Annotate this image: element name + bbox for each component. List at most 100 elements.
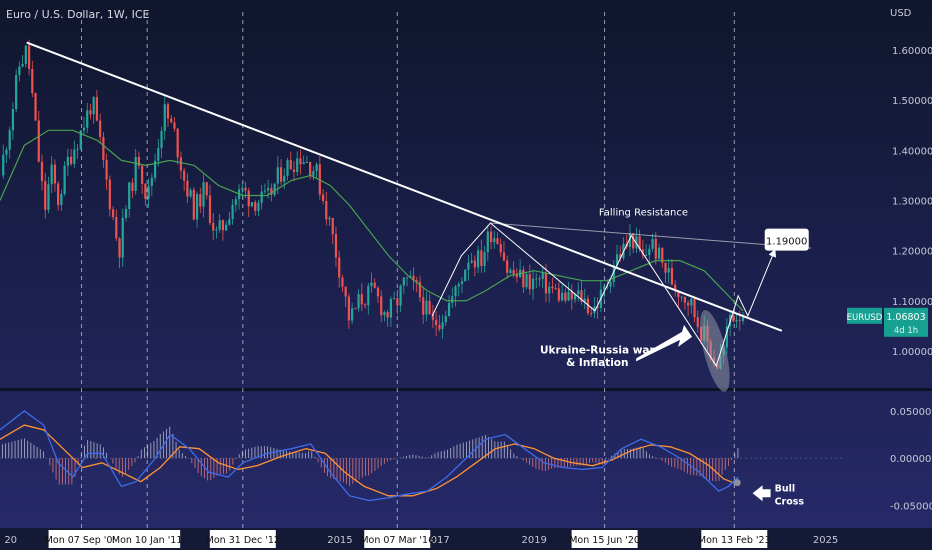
candle-body — [202, 182, 205, 207]
candle-body — [638, 236, 641, 250]
bull-cross-label-1: Bull — [775, 483, 796, 494]
date-label-box — [571, 530, 638, 548]
date-label-box — [209, 530, 276, 548]
candle-body — [473, 260, 476, 268]
candle-body — [144, 183, 147, 199]
candle-body — [331, 217, 334, 235]
candle-body — [486, 231, 489, 253]
moving-average-line — [0, 129, 744, 312]
falling-resistance-trendline — [490, 222, 812, 249]
candle-body — [615, 254, 619, 266]
bull-cross-marker — [733, 479, 741, 487]
candle-body — [612, 265, 615, 283]
candle-body — [212, 222, 215, 231]
candle-body — [338, 257, 341, 278]
candle-body — [21, 64, 24, 67]
candle-body — [76, 149, 79, 151]
candle-body — [247, 190, 250, 207]
candle-body — [735, 319, 738, 322]
candle-body — [263, 190, 267, 192]
target-price-label: 1.19000 — [766, 237, 807, 248]
candle-body — [137, 156, 141, 166]
candle-body — [603, 286, 606, 290]
candle-body — [315, 164, 318, 172]
candle-body — [648, 248, 651, 256]
candle-body — [153, 160, 157, 178]
candle-body — [438, 325, 441, 330]
candle-body — [573, 294, 577, 300]
candle-body — [567, 291, 570, 301]
candle-body — [360, 294, 363, 305]
candle-body — [228, 219, 231, 225]
candle-body — [305, 161, 308, 163]
candle-body — [63, 165, 66, 194]
bull-cross-label-2: Cross — [775, 496, 805, 507]
candle-body — [628, 233, 632, 247]
candle-body — [257, 202, 260, 211]
date-label-box — [114, 530, 181, 548]
price-tick-label: 1.60000 — [892, 46, 932, 57]
candle-body — [334, 234, 338, 258]
partial-tick-label: 20 — [4, 535, 17, 546]
candle-body — [577, 290, 580, 295]
candle-body — [27, 45, 31, 69]
macd-histogram — [1, 426, 739, 487]
candle-body — [609, 282, 612, 287]
candle-body — [499, 244, 502, 253]
candle-body — [218, 220, 221, 230]
macd-tick-label: -0.05000 — [890, 501, 932, 512]
candle-body — [141, 165, 144, 184]
candle-body — [186, 180, 189, 197]
candle-body — [738, 319, 741, 321]
candle-body — [351, 308, 354, 321]
candle-body — [441, 322, 444, 330]
candle-body — [160, 130, 163, 149]
candle-body — [53, 164, 57, 184]
candle-body — [635, 236, 638, 249]
date-label: Mon 13 Feb '23 — [698, 535, 771, 546]
date-markers — [81, 12, 735, 528]
candle-body — [105, 159, 108, 180]
candle-body — [412, 275, 415, 281]
candle-body — [641, 249, 644, 256]
candle-body — [564, 292, 567, 301]
candle-body — [299, 158, 302, 165]
candle-body — [664, 262, 667, 273]
candle-body — [302, 162, 305, 165]
candle-body — [590, 313, 593, 315]
candle-body — [82, 127, 86, 131]
year-tick-label: 2017 — [424, 535, 449, 546]
candle-body — [18, 66, 21, 76]
projection-path — [431, 222, 777, 368]
candle-body — [367, 286, 370, 306]
candle-body — [457, 284, 460, 287]
candle-body — [2, 154, 5, 176]
candle-body — [189, 189, 192, 197]
candle-body — [506, 260, 509, 273]
candle-body — [554, 288, 557, 290]
candle-body — [215, 229, 218, 231]
date-label-box — [364, 530, 431, 548]
candle-body — [199, 194, 202, 207]
event-label-line2: & Inflation — [566, 357, 628, 369]
price-tick-label: 1.00000 — [892, 347, 932, 358]
price-axis: 1.00000 1.10000 1.20000 1.30000 1.40000 1.500… — [892, 46, 932, 358]
candle-body — [89, 110, 92, 115]
candle-body — [234, 199, 237, 205]
date-label-box — [48, 530, 115, 548]
candle-body — [289, 160, 292, 170]
candle-body — [24, 45, 27, 65]
macd-line — [0, 410, 739, 502]
candle-body — [273, 183, 276, 195]
candle-body — [583, 298, 586, 302]
date-label: Mon 07 Sep '09 — [45, 535, 119, 546]
candle-body — [431, 313, 434, 320]
candle-body — [454, 286, 457, 297]
candle-body — [241, 187, 244, 190]
candle-body — [396, 298, 399, 306]
candle-body — [108, 179, 111, 210]
candle-body — [470, 260, 473, 263]
candle-body — [147, 186, 150, 199]
year-tick-label: 2025 — [813, 535, 838, 546]
candle-body — [525, 274, 528, 288]
